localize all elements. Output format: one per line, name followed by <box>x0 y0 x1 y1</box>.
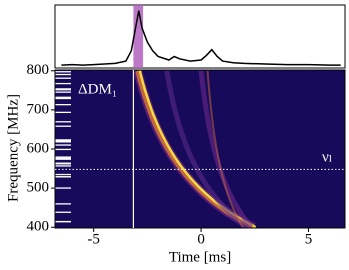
flagged-channel <box>55 211 71 213</box>
flagged-channel <box>55 173 71 176</box>
flagged-channel <box>55 162 71 165</box>
flagged-channel <box>55 139 71 141</box>
flagged-channel <box>55 125 71 127</box>
flagged-channel <box>55 97 71 100</box>
flagged-channel <box>55 88 71 90</box>
annotation: ΔDM₁ <box>78 81 117 97</box>
flagged-channel <box>55 203 71 205</box>
y-tick-label: 500 <box>27 180 50 196</box>
flagged-channel <box>55 148 71 151</box>
y-tick-label: 800 <box>27 62 50 78</box>
burst-streak <box>198 70 254 228</box>
flagged-channel <box>55 77 71 79</box>
flagged-channel <box>55 141 71 143</box>
y-axis-label: Frequency [MHz] <box>5 94 21 202</box>
flagged-channel <box>55 96 71 98</box>
flagged-channel <box>55 91 71 93</box>
annotation: νₗ <box>322 149 332 165</box>
y-tick-label: 400 <box>27 219 50 235</box>
burst-streak <box>135 70 255 228</box>
flagged-channel <box>55 121 71 123</box>
y-tick-label: 600 <box>27 140 50 156</box>
flagged-channel <box>55 89 71 91</box>
flagged-channel <box>55 165 71 167</box>
flagged-channel <box>55 111 71 114</box>
flagged-channel <box>55 156 71 158</box>
flagged-channel <box>55 187 71 189</box>
burst-streak <box>206 70 244 228</box>
highlight-band <box>133 5 144 68</box>
flagged-channel <box>55 73 71 76</box>
burst-streak <box>164 70 249 228</box>
x-axis-label: Time [ms] <box>169 249 231 265</box>
flagged-channel <box>55 176 71 178</box>
y-tick-label: 700 <box>27 101 50 117</box>
profile-line <box>61 10 341 66</box>
heatmap <box>55 70 257 228</box>
flagged-channel <box>55 157 71 159</box>
flagged-channel <box>55 103 71 106</box>
x-tick-label: -5 <box>87 231 100 247</box>
burst-streak <box>138 70 257 228</box>
x-tick-label: 5 <box>305 231 313 247</box>
flagged-channel <box>55 82 71 85</box>
flagged-channel <box>55 140 71 142</box>
x-tick-label: 0 <box>197 231 205 247</box>
heatmap-background <box>55 70 345 228</box>
profile-frame <box>54 4 346 69</box>
flagged-channel <box>55 144 71 146</box>
flagged-channel <box>55 220 71 223</box>
flagged-channel <box>55 158 71 160</box>
flagged-channel <box>55 71 71 73</box>
